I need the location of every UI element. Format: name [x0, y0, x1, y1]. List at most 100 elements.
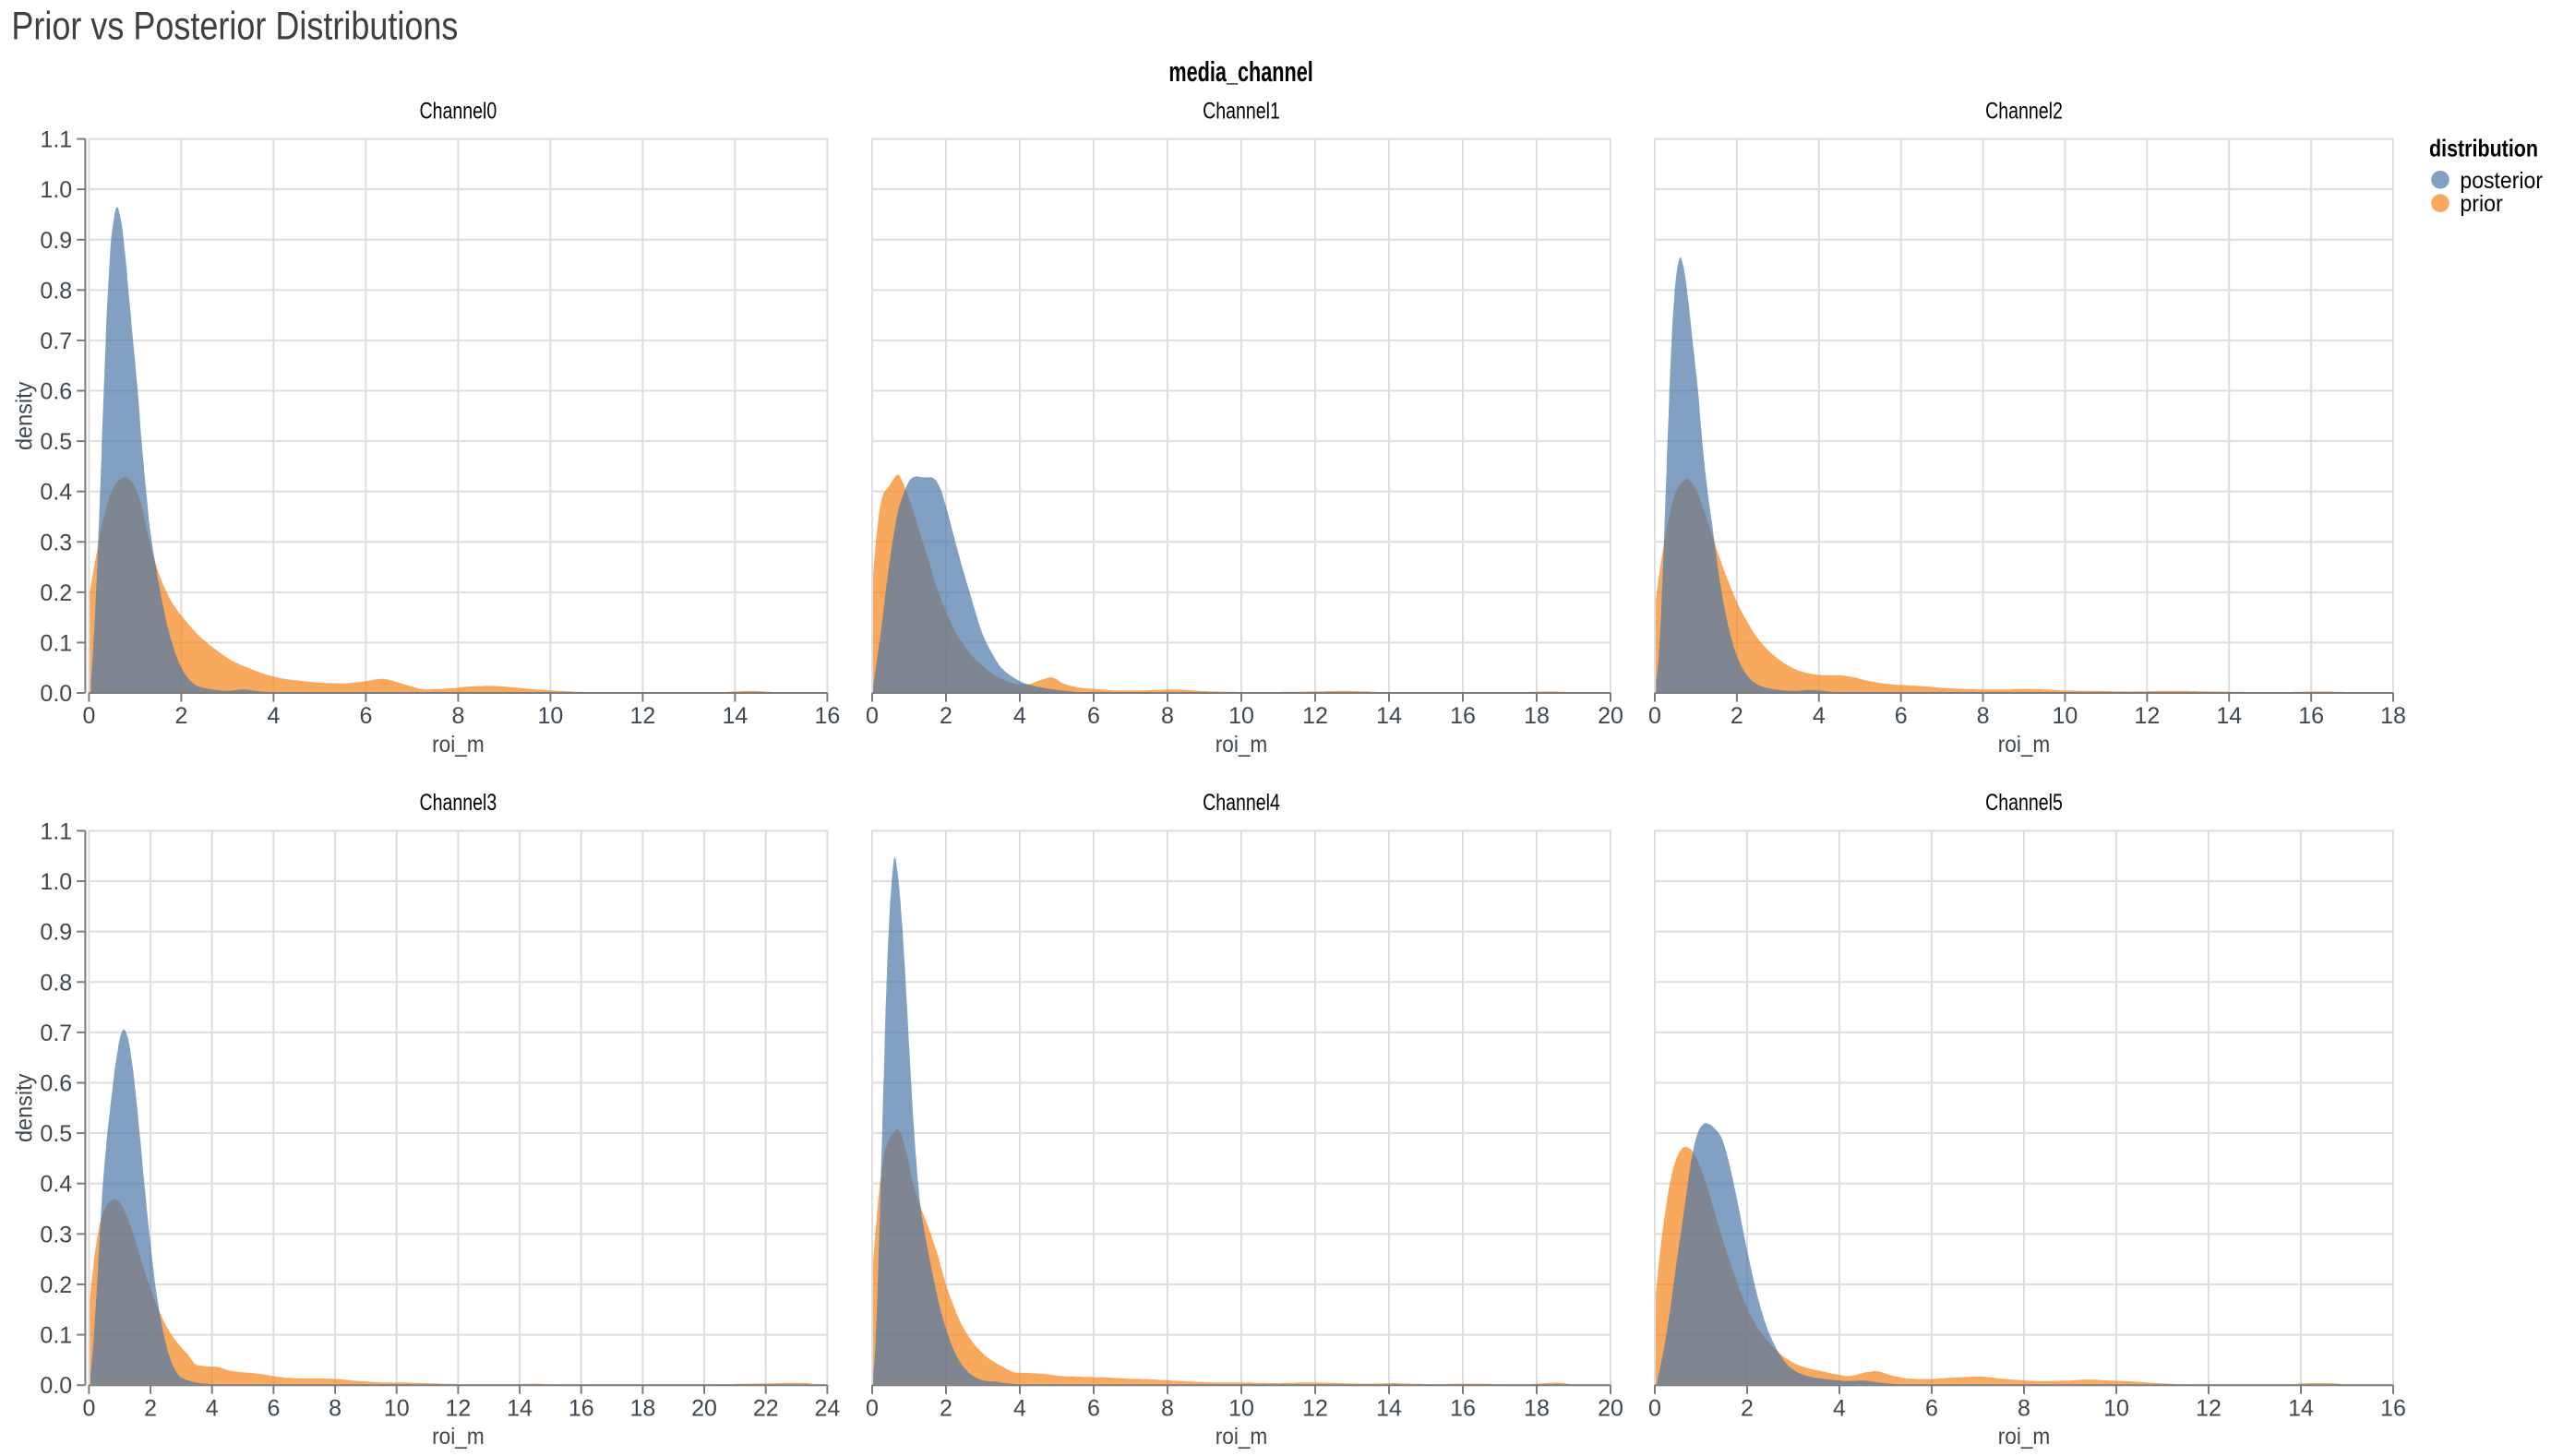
- svg-text:0.0: 0.0: [40, 681, 72, 707]
- svg-text:0.3: 0.3: [40, 530, 72, 555]
- svg-text:Channel2: Channel2: [1985, 99, 2063, 124]
- svg-text:density: density: [11, 1073, 37, 1142]
- svg-text:0.7: 0.7: [40, 328, 72, 354]
- svg-text:12: 12: [1302, 703, 1328, 729]
- svg-text:12: 12: [2134, 703, 2160, 729]
- svg-text:0.1: 0.1: [40, 630, 72, 656]
- svg-text:Prior vs Posterior Distributio: Prior vs Posterior Distributions: [11, 5, 458, 49]
- svg-text:20: 20: [1598, 703, 1623, 729]
- svg-text:1.0: 1.0: [40, 177, 72, 203]
- svg-text:8: 8: [451, 703, 464, 729]
- svg-text:10: 10: [2103, 1395, 2129, 1421]
- svg-text:0.0: 0.0: [40, 1373, 72, 1399]
- svg-text:24: 24: [814, 1395, 840, 1421]
- svg-text:roi_m: roi_m: [1998, 732, 2051, 758]
- svg-text:density: density: [11, 381, 37, 450]
- svg-text:0.6: 0.6: [40, 379, 72, 405]
- svg-text:roi_m: roi_m: [1216, 732, 1268, 758]
- svg-text:8: 8: [2018, 1395, 2030, 1421]
- svg-text:16: 16: [2298, 703, 2324, 729]
- svg-text:12: 12: [2196, 1395, 2222, 1421]
- svg-text:0.7: 0.7: [40, 1020, 72, 1046]
- svg-text:Channel5: Channel5: [1985, 791, 2063, 816]
- svg-text:8: 8: [1161, 1395, 1174, 1421]
- svg-text:Channel3: Channel3: [420, 791, 497, 816]
- svg-text:6: 6: [267, 1395, 280, 1421]
- svg-text:roi_m: roi_m: [432, 1424, 485, 1450]
- svg-text:4: 4: [1013, 1395, 1026, 1421]
- svg-text:18: 18: [1524, 1395, 1550, 1421]
- svg-text:10: 10: [537, 703, 563, 729]
- svg-text:Channel1: Channel1: [1203, 99, 1280, 124]
- svg-text:posterior: posterior: [2460, 168, 2543, 194]
- svg-text:14: 14: [507, 1395, 533, 1421]
- svg-text:4: 4: [1813, 703, 1826, 729]
- svg-text:4: 4: [267, 703, 280, 729]
- svg-text:8: 8: [1977, 703, 1990, 729]
- svg-text:2: 2: [174, 703, 187, 729]
- svg-text:0.5: 0.5: [40, 1121, 72, 1147]
- svg-text:14: 14: [1376, 703, 1402, 729]
- svg-text:1.0: 1.0: [40, 869, 72, 895]
- svg-text:12: 12: [629, 703, 655, 729]
- svg-text:10: 10: [2053, 703, 2078, 729]
- svg-text:16: 16: [2380, 1395, 2406, 1421]
- svg-text:roi_m: roi_m: [432, 732, 485, 758]
- svg-text:20: 20: [691, 1395, 717, 1421]
- svg-text:0.3: 0.3: [40, 1222, 72, 1247]
- svg-text:distribution: distribution: [2429, 134, 2538, 161]
- svg-text:16: 16: [569, 1395, 594, 1421]
- svg-text:14: 14: [722, 703, 748, 729]
- svg-text:18: 18: [629, 1395, 655, 1421]
- svg-text:roi_m: roi_m: [1216, 1424, 1268, 1450]
- svg-text:6: 6: [1925, 1395, 1938, 1421]
- svg-text:14: 14: [2216, 703, 2242, 729]
- svg-text:1.1: 1.1: [40, 127, 72, 153]
- svg-text:0.9: 0.9: [40, 920, 72, 946]
- svg-text:0.8: 0.8: [40, 970, 72, 996]
- svg-text:4: 4: [206, 1395, 219, 1421]
- svg-text:Channel4: Channel4: [1203, 791, 1280, 816]
- svg-text:0.5: 0.5: [40, 429, 72, 455]
- svg-text:18: 18: [1524, 703, 1550, 729]
- svg-text:14: 14: [2288, 1395, 2314, 1421]
- svg-text:16: 16: [1450, 1395, 1476, 1421]
- svg-text:2: 2: [144, 1395, 157, 1421]
- svg-text:4: 4: [1833, 1395, 1846, 1421]
- svg-text:10: 10: [384, 1395, 410, 1421]
- svg-text:0.9: 0.9: [40, 228, 72, 254]
- svg-text:10: 10: [1228, 703, 1254, 729]
- svg-text:16: 16: [814, 703, 840, 729]
- svg-text:media_channel: media_channel: [1168, 55, 1312, 88]
- svg-text:18: 18: [2380, 703, 2406, 729]
- svg-text:1.1: 1.1: [40, 818, 72, 844]
- svg-text:prior: prior: [2460, 191, 2502, 217]
- svg-text:8: 8: [329, 1395, 341, 1421]
- svg-text:0.2: 0.2: [40, 580, 72, 606]
- svg-text:0: 0: [82, 1395, 95, 1421]
- svg-text:10: 10: [1228, 1395, 1254, 1421]
- svg-text:0: 0: [82, 703, 95, 729]
- svg-text:0: 0: [1648, 1395, 1661, 1421]
- svg-text:2: 2: [940, 703, 952, 729]
- svg-text:0.8: 0.8: [40, 278, 72, 304]
- svg-text:0: 0: [866, 703, 879, 729]
- svg-text:8: 8: [1161, 703, 1174, 729]
- svg-text:0.1: 0.1: [40, 1323, 72, 1349]
- svg-text:22: 22: [753, 1395, 779, 1421]
- svg-text:0.2: 0.2: [40, 1272, 72, 1298]
- svg-text:20: 20: [1598, 1395, 1623, 1421]
- svg-text:6: 6: [1087, 703, 1100, 729]
- svg-text:0: 0: [866, 1395, 879, 1421]
- svg-text:roi_m: roi_m: [1998, 1424, 2051, 1450]
- svg-text:6: 6: [1087, 1395, 1100, 1421]
- svg-text:2: 2: [940, 1395, 952, 1421]
- svg-text:2: 2: [1731, 703, 1743, 729]
- svg-text:2: 2: [1741, 1395, 1754, 1421]
- svg-text:16: 16: [1450, 703, 1476, 729]
- svg-text:12: 12: [445, 1395, 471, 1421]
- svg-text:6: 6: [1895, 703, 1908, 729]
- svg-text:Channel0: Channel0: [420, 99, 497, 124]
- svg-text:0.4: 0.4: [40, 1172, 72, 1198]
- svg-text:0: 0: [1648, 703, 1661, 729]
